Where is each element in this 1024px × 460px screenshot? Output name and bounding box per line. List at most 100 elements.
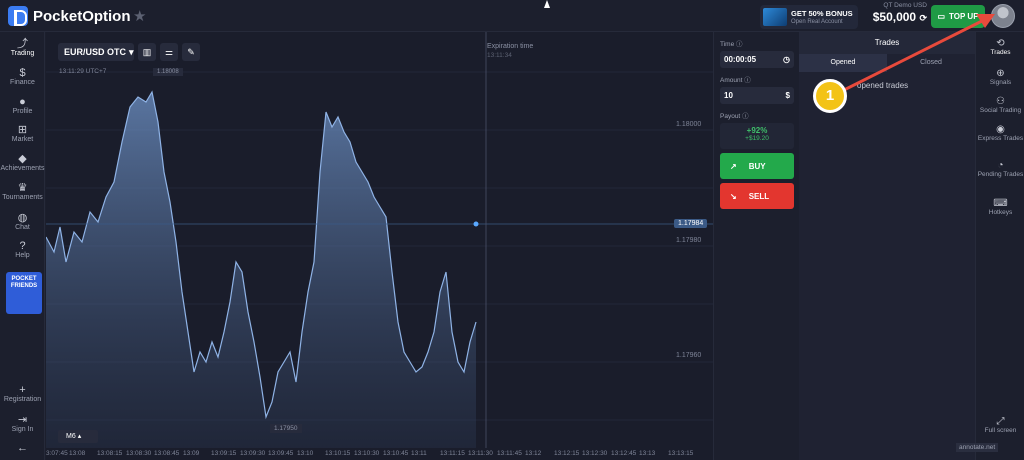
empty-trades-message: opened trades [857, 81, 909, 90]
tab-closed[interactable]: Closed [920, 59, 942, 66]
signal-icon: ⊕ [996, 68, 1005, 79]
logo[interactable]: PocketOption [8, 6, 131, 26]
x-axis-label: 13:11:15 [440, 450, 465, 457]
sidebar-item-tournaments[interactable]: ♛ Tournaments [0, 182, 45, 201]
rightnav-item-label: Hotkeys [988, 209, 1013, 216]
sidebar-item-chat[interactable]: ◍ Chat [0, 212, 45, 231]
rightnav-item-trades[interactable]: ⟲ Trades [976, 38, 1024, 57]
sell-button[interactable]: ↘ SELL [720, 183, 794, 209]
x-axis-label: 13:10:30 [354, 450, 380, 457]
tab-opened[interactable]: Opened [799, 54, 887, 72]
mouse-cursor-icon [544, 0, 550, 8]
balance-value: $50,000 [872, 10, 917, 24]
x-axis-label: 13:10:15 [325, 450, 351, 457]
bonus-image [763, 8, 787, 26]
fullscreen-icon: ⤢ [996, 416, 1005, 427]
timeframe-selector[interactable]: M6 ▴ [58, 430, 98, 443]
refresh-icon[interactable]: ⟳ [919, 13, 927, 23]
x-axis-label: 13:08:30 [126, 450, 152, 457]
info-icon: ⓘ [736, 41, 743, 48]
sidebar-item-help[interactable]: ? Help [0, 240, 45, 259]
sliders-icon: ⚌ [164, 47, 174, 57]
amount-label: Amount [720, 77, 743, 84]
x-axis-label: 13:12 [525, 450, 542, 457]
sidebar-item-registration[interactable]: + Registration [0, 384, 45, 403]
rightnav-item-pending-trades[interactable]: ◔ Pending Trades [976, 160, 1024, 179]
pocket-friends-banner[interactable]: POCKET FRIENDS [6, 272, 42, 314]
x-axis-label: 13:12:30 [582, 450, 608, 457]
x-axis-label: 13:09:30 [240, 450, 266, 457]
sidebar-item-achievements[interactable]: ◆ Achievements [0, 153, 45, 172]
sign-in-icon: ⇥ [17, 414, 28, 426]
top-up-button[interactable]: ▭ TOP UP [931, 5, 985, 28]
sidebar-item-label: Market [11, 136, 34, 143]
dollar-icon: $ [19, 67, 26, 79]
bonus-subtitle: Open Real Account [791, 18, 843, 25]
clock-icon[interactable]: ◷ [783, 55, 790, 64]
chevron-down-icon: ▾ [129, 46, 134, 57]
rightnav-item-express-trades[interactable]: ◉ Express Trades [976, 124, 1024, 143]
time-input[interactable]: 00:00:05 ◷ [720, 51, 794, 68]
brush-icon: ✎ [187, 47, 195, 57]
x-axis-label: 13:11 [411, 450, 427, 457]
arrow-up-icon: ↗ [730, 161, 737, 171]
rightnav-item-label: Express Trades [977, 135, 1024, 142]
x-axis-label: 13:12:15 [554, 450, 580, 457]
collapse-arrow-icon[interactable]: ← [17, 442, 28, 454]
payout-label: Payout [720, 113, 741, 120]
x-axis-label: 13:11:30 [468, 450, 493, 457]
bonus-banner[interactable]: GET 50% BONUS Open Real Account [760, 5, 858, 29]
rightnav-item-label: Trades [990, 49, 1011, 56]
sidebar-item-trading[interactable]: ⤴ Trading [0, 38, 45, 57]
current-price-tag: 1.17984 [674, 219, 708, 228]
x-axis-label: 13:09 [183, 450, 200, 457]
low-price-tag: 1.17950 [270, 424, 302, 433]
x-axis-label: 13:09:15 [211, 450, 237, 457]
payout-percent: +92% [746, 126, 768, 135]
arrow-down-icon: ↘ [730, 191, 737, 201]
fullscreen-label: Full screen [984, 427, 1017, 434]
x-axis-label: 13:11:45 [497, 450, 522, 457]
payout-amount: +$19.20 [745, 135, 769, 142]
rightnav-item-signals[interactable]: ⊕ Signals [976, 68, 1024, 87]
x-axis-label: 13:08:15 [97, 450, 123, 457]
x-axis-label: 3:07:45 [46, 450, 68, 457]
sidebar-item-label: Achievements [0, 165, 45, 172]
express-icon: ◉ [996, 124, 1005, 135]
buy-button[interactable]: ↗ BUY [720, 153, 794, 179]
expiration-time: 13:11:34 [487, 52, 512, 59]
rightnav-item-label: Pending Trades [977, 171, 1024, 178]
favorite-star-icon[interactable]: ★ [133, 8, 147, 25]
amount-value: 10 [724, 91, 733, 100]
expiration-label: Expiration time [487, 43, 534, 50]
order-panel: Time ⓘ 00:00:05 ◷ Amount ⓘ 10 $ Payout ⓘ +… [713, 32, 798, 460]
sidebar-item-label: Sign In [11, 426, 34, 433]
x-axis-label: 13:08 [69, 450, 86, 457]
drawing-button[interactable]: ✎ [182, 43, 200, 61]
account-balance[interactable]: QT Demo USD $50,000 ⟳ [865, 2, 927, 24]
x-axis-label: 13:12:45 [611, 450, 637, 457]
sidebar-item-sign-in[interactable]: ⇥ Sign In [0, 414, 45, 433]
asset-selector[interactable]: EUR/USD OTC ▾ [58, 43, 134, 61]
rightnav-item-hotkeys[interactable]: ⌨ Hotkeys [976, 198, 1024, 217]
rightnav-item-social-trading[interactable]: ⚇ Social Trading [976, 96, 1024, 115]
chart-type-button[interactable]: ▥ [138, 43, 156, 61]
fullscreen-button[interactable]: ⤢ Full screen [976, 416, 1024, 435]
sidebar-item-label: Finance [10, 79, 35, 86]
currency-icon[interactable]: $ [785, 91, 790, 100]
logo-text: PocketOption [33, 7, 131, 25]
history-icon: ⟲ [996, 38, 1005, 49]
server-clock: 13:11:29 UTC+7 [59, 68, 107, 75]
sidebar-item-finance[interactable]: $ Finance [0, 67, 45, 86]
time-label: Time [720, 41, 735, 48]
amount-input[interactable]: 10 $ [720, 87, 794, 104]
x-axis-label: 13:13:15 [668, 450, 694, 457]
sidebar-item-label: Help [15, 252, 30, 259]
avatar[interactable] [991, 4, 1015, 28]
indicators-button[interactable]: ⚌ [160, 43, 178, 61]
price-chart[interactable]: EUR/USD OTC ▾ ▥ ⚌ ✎ 13:11:29 UTC+7 1.1800… [46, 32, 713, 460]
x-axis: 3:07:45 13:08 13:08:15 13:08:30 13:08:45 13:0… [46, 448, 713, 460]
sidebar-item-market[interactable]: ⊞ Market [0, 124, 45, 143]
sidebar-item-profile[interactable]: ● Profile [0, 96, 45, 115]
x-axis-label: 13:10 [297, 450, 314, 457]
